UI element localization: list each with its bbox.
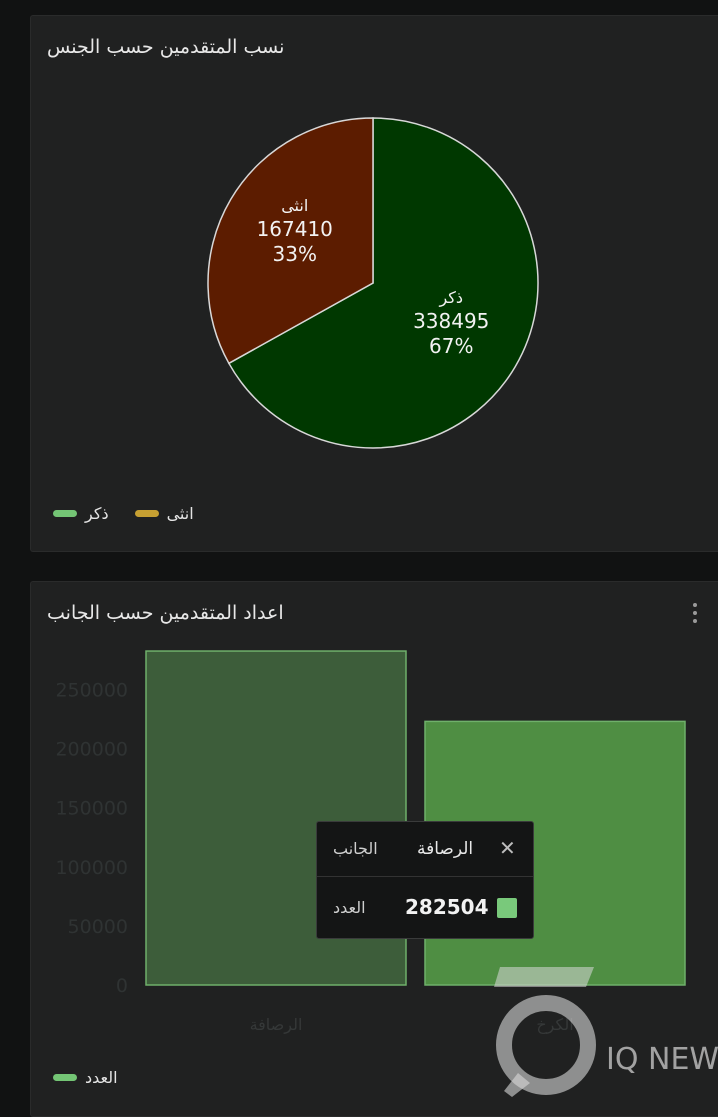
pie-label-1-0: انثى: [281, 196, 308, 215]
pie-label-1-1: 167410: [257, 217, 333, 241]
watermark-text: IQ NEWS: [606, 1042, 718, 1077]
pie-label-1-2: 33%: [273, 242, 317, 266]
more-options-icon[interactable]: [681, 598, 709, 628]
y-tick-3: 150000: [55, 798, 128, 820]
legend-swatch-female: [134, 510, 159, 517]
legend-label-male[interactable]: ذكر: [85, 504, 109, 523]
pie-legend: ذكر انثى: [53, 504, 194, 523]
y-tick-2: 100000: [55, 857, 128, 879]
y-tick-0: 0: [116, 975, 128, 997]
bar-card-title: اعداد المتقدمين حسب الجانب: [47, 602, 284, 624]
tooltip-category: الرصافة: [417, 839, 474, 859]
iq-news-logo: IQ NEWS: [494, 967, 718, 1097]
legend-swatch-count: [53, 1074, 77, 1081]
pie-label-0-2: 67%: [429, 334, 473, 358]
x-tick-0: الرصافة: [250, 1015, 303, 1035]
legend-label-female[interactable]: انثى: [166, 504, 194, 523]
pie-slice-1[interactable]: [207, 117, 374, 365]
tooltip-series-swatch: [497, 898, 517, 918]
pie-label-0-1: 338495: [413, 309, 489, 333]
bar-tooltip: ✕ الرصافة الجانب 282504 العدد: [316, 821, 534, 939]
pie-label-0-0: ذكر: [438, 288, 463, 308]
y-tick-1: 50000: [68, 916, 128, 938]
pie-card-title: نسب المتقدمين حسب الجنس: [47, 36, 285, 58]
close-icon[interactable]: ✕: [499, 836, 516, 860]
y-tick-4: 200000: [55, 739, 128, 761]
bar-legend: العدد: [53, 1068, 118, 1087]
tooltip-axis-name: الجانب: [333, 839, 378, 858]
legend-swatch-male: [53, 510, 77, 517]
tooltip-series-name: العدد: [333, 898, 366, 917]
legend-label-count[interactable]: العدد: [85, 1068, 118, 1087]
pie-slice-0[interactable]: [227, 117, 539, 449]
tooltip-value: 282504: [405, 895, 489, 919]
x-tick-1: الكرخ: [536, 1015, 573, 1035]
y-tick-5: 250000: [55, 679, 128, 701]
